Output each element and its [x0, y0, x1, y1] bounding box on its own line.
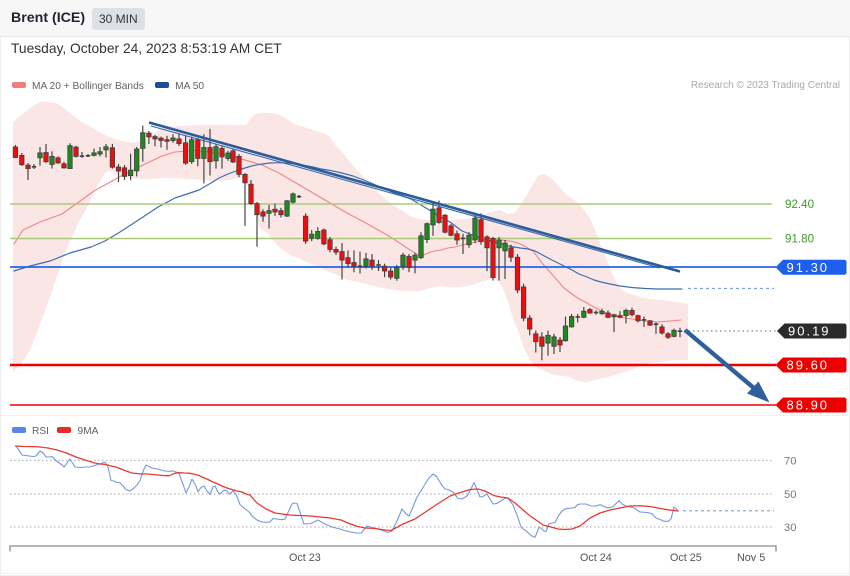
- svg-text:90.19: 90.19: [788, 324, 831, 339]
- svg-text:89.60: 89.60: [787, 358, 830, 373]
- svg-text:70: 70: [784, 456, 796, 468]
- svg-text:88.90: 88.90: [787, 398, 830, 413]
- svg-text:92.40: 92.40: [785, 198, 814, 211]
- svg-text:50: 50: [784, 489, 796, 501]
- svg-text:91.80: 91.80: [785, 233, 814, 246]
- svg-text:91.30: 91.30: [787, 260, 830, 275]
- svg-text:30: 30: [784, 522, 796, 534]
